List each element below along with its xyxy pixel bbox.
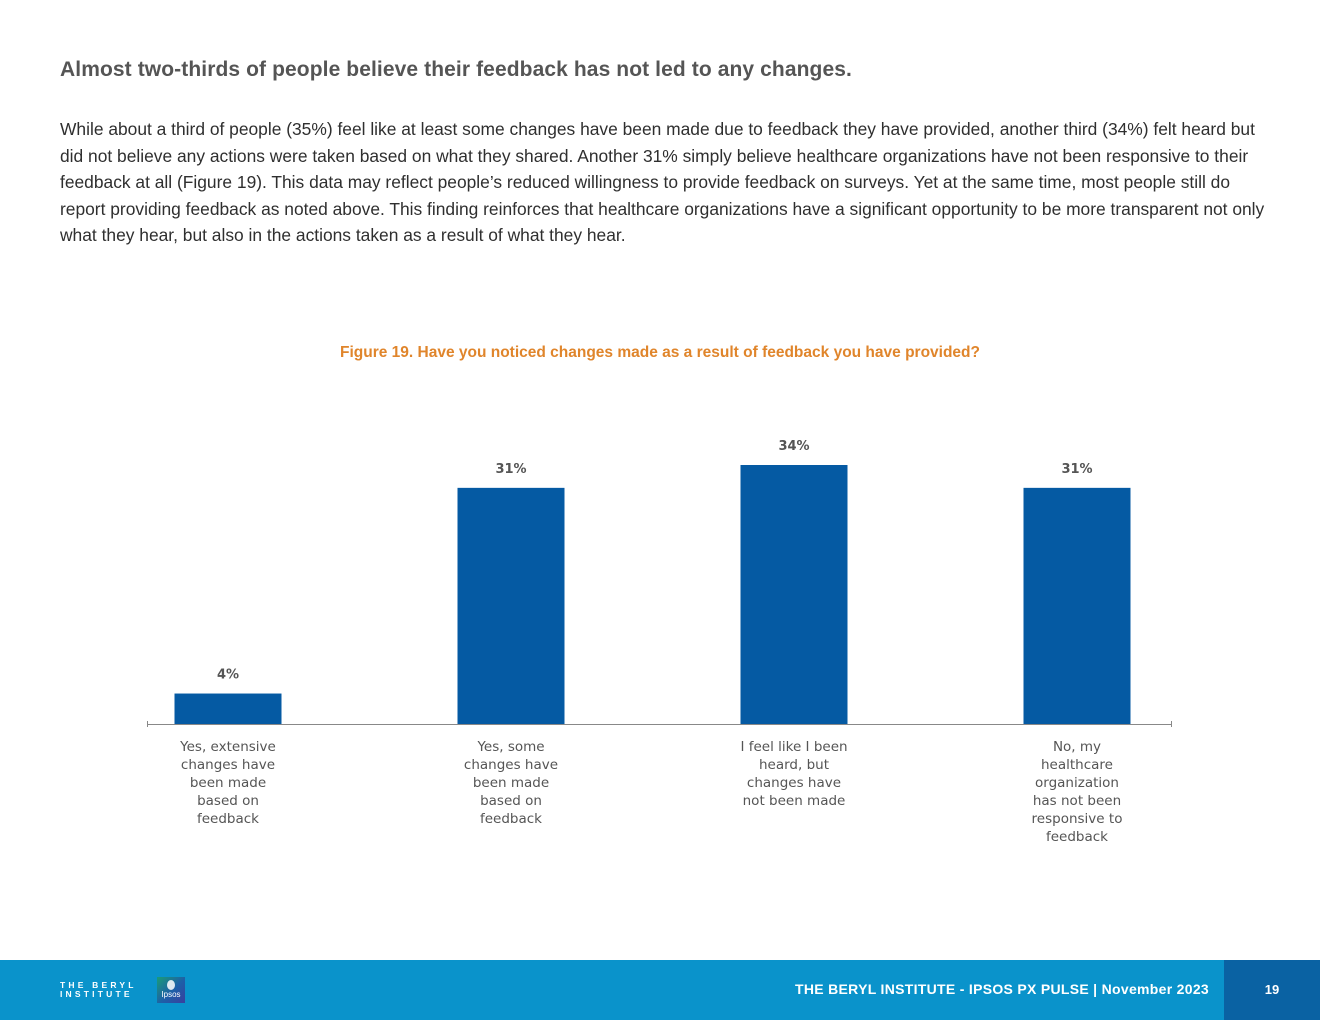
figure-title: Figure 19. Have you noticed changes made… [339,344,980,361]
category-label: Yes, some [476,739,544,755]
ipsos-logo-text: Ipsos [161,990,181,999]
category-label: No, my [1053,739,1101,755]
category-label: changes have [181,757,275,773]
category-label: been made [473,775,549,791]
category-label: organization [1035,775,1119,791]
beryl-institute-logo: THE BERYL INSTITUTE [60,981,137,998]
category-label: based on [480,793,542,809]
bar [457,487,565,724]
bar [1023,487,1131,724]
category-label: has not been [1033,793,1121,809]
page-number: 19 [1224,960,1320,1020]
category-label: not been made [743,793,846,809]
category-label: changes have [747,775,841,791]
footer-bar: THE BERYL INSTITUTE Ipsos THE BERYL INST… [0,960,1320,1020]
category-label: responsive to [1032,811,1123,827]
bar [740,465,848,724]
data-label: 31% [1061,462,1092,477]
data-label: 4% [217,668,239,683]
page-heading: Almost two-thirds of people believe thei… [60,58,852,81]
bar [174,693,282,724]
body-paragraph: While about a third of people (35%) feel… [60,119,1265,246]
data-label: 31% [495,462,526,477]
beryl-logo-line1: THE BERYL [60,980,137,990]
category-label: healthcare [1041,757,1113,773]
category-label: Yes, extensive [179,739,276,755]
category-label: heard, but [759,757,829,773]
category-label: based on [197,793,259,809]
beryl-logo-line2: INSTITUTE [60,988,133,999]
data-label: 34% [778,439,809,454]
bar-chart: 4% Yes, extensive changes have been made bas… [147,439,1172,845]
category-label: I feel like I been [740,739,847,755]
category-label: been made [190,775,266,791]
ipsos-logo: Ipsos [157,977,185,1003]
category-label: feedback [1046,829,1108,845]
footer-publication: THE BERYL INSTITUTE - IPSOS PX PULSE | N… [795,981,1209,997]
ipsos-logo-mark-icon [167,980,175,990]
category-label: feedback [197,811,259,827]
category-label: changes have [464,757,558,773]
category-label: feedback [480,811,542,827]
